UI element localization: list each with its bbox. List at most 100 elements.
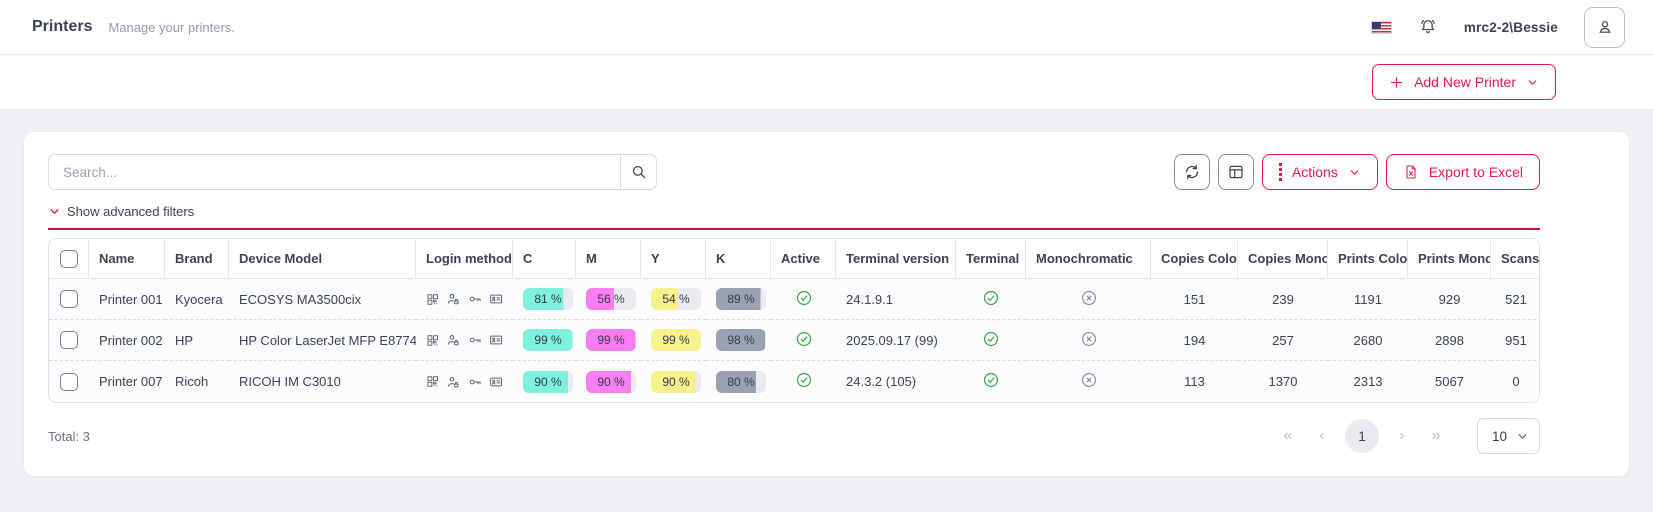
toner-level-badge-k: 89 % bbox=[716, 288, 766, 310]
first-page-button[interactable]: « bbox=[1283, 427, 1293, 444]
toner-level-badge-k: 80 % bbox=[716, 370, 766, 393]
language-flag-icon[interactable] bbox=[1370, 20, 1392, 34]
cell-active bbox=[771, 361, 836, 402]
qr-code-icon bbox=[427, 376, 438, 387]
show-advanced-filters-label: Show advanced filters bbox=[67, 204, 195, 219]
chevron-down-icon bbox=[1350, 169, 1359, 175]
show-advanced-filters-toggle[interactable]: Show advanced filters bbox=[48, 204, 194, 219]
cell-check bbox=[49, 279, 89, 320]
table-row[interactable]: Printer 001 Kyocera ECOSYS MA3500cix 81 % 56… bbox=[49, 279, 1539, 320]
table-row[interactable]: Printer 007 Ricoh RICOH IM C3010 90 % 90 % 90… bbox=[49, 361, 1539, 402]
terminal-check-icon bbox=[982, 371, 1000, 389]
qr-code-icon bbox=[427, 293, 438, 305]
column-header-prints_mono: Prints Mono bbox=[1408, 239, 1491, 279]
cell-model: ECOSYS MA3500cix bbox=[229, 279, 416, 320]
refresh-icon bbox=[1185, 164, 1198, 180]
column-header-prints_color: Prints Color bbox=[1328, 239, 1408, 279]
add-new-printer-button[interactable]: Add New Printer bbox=[1372, 64, 1556, 100]
cell-check bbox=[49, 361, 89, 402]
row-checkbox[interactable] bbox=[60, 372, 78, 391]
toner-level-badge-m: 90 % bbox=[586, 370, 636, 393]
id-card-icon bbox=[489, 377, 502, 386]
current-username: mrc2-2\Bessie bbox=[1463, 19, 1558, 35]
notifications-bell-icon[interactable] bbox=[1418, 17, 1438, 37]
page-size-value: 10 bbox=[1492, 428, 1508, 444]
flag-canton bbox=[1371, 21, 1381, 29]
cell-c: 99 % bbox=[513, 320, 576, 361]
pagination: « ‹ 1 › » 10 bbox=[1273, 418, 1540, 454]
cell-copies_color: 194 bbox=[1151, 320, 1238, 361]
cell-prints_mono: 5067 bbox=[1408, 361, 1491, 402]
columns-layout-icon bbox=[1229, 165, 1243, 179]
cell-prints_mono: 2898 bbox=[1408, 320, 1491, 361]
actions-button[interactable]: Actions bbox=[1261, 154, 1378, 190]
plus-icon bbox=[1391, 76, 1403, 88]
cell-brand: Kyocera bbox=[165, 279, 229, 320]
table-row[interactable]: Printer 002 HP HP Color LaserJet MFP E8774… bbox=[49, 320, 1539, 361]
active-check-icon bbox=[795, 371, 813, 389]
login-methods-icons bbox=[426, 331, 503, 349]
toner-level-badge-c: 81 % bbox=[523, 288, 573, 310]
search-button[interactable] bbox=[620, 154, 657, 190]
column-header-name: Name bbox=[89, 239, 165, 279]
cell-scans: 0 bbox=[1491, 361, 1539, 402]
columns-button[interactable] bbox=[1217, 154, 1254, 190]
search-input[interactable] bbox=[48, 154, 620, 190]
toner-level-badge-m: 99 % bbox=[586, 329, 636, 351]
column-header-m: M bbox=[576, 239, 641, 279]
export-excel-button[interactable]: Export to Excel bbox=[1385, 154, 1540, 190]
column-header-y: Y bbox=[641, 239, 706, 279]
export-excel-label: Export to Excel bbox=[1428, 164, 1523, 180]
add-new-printer-label: Add New Printer bbox=[1414, 74, 1516, 90]
select-all-header[interactable] bbox=[49, 239, 89, 279]
cell-terminal bbox=[956, 320, 1026, 361]
terminal-check-icon bbox=[982, 330, 1000, 348]
cell-login_methods bbox=[416, 320, 513, 361]
row-checkbox[interactable] bbox=[60, 331, 78, 349]
cell-m: 90 % bbox=[576, 361, 641, 402]
user-menu-button[interactable] bbox=[1584, 6, 1625, 48]
cell-m: 56 % bbox=[576, 279, 641, 320]
last-page-button[interactable]: » bbox=[1431, 427, 1441, 444]
select-all-checkbox[interactable] bbox=[59, 249, 78, 268]
cell-monochromatic bbox=[1026, 279, 1151, 320]
table-controls-row: Actions Export to Excel bbox=[48, 154, 1540, 190]
login-methods-icons bbox=[426, 373, 503, 391]
table-header: Name Brand Device Model Login methods C M Y K Ac… bbox=[49, 239, 1539, 279]
key-icon bbox=[469, 296, 481, 302]
user-lock-icon bbox=[448, 335, 460, 346]
cell-c: 81 % bbox=[513, 279, 576, 320]
cell-check bbox=[49, 320, 89, 361]
column-header-terminal: Terminal bbox=[956, 239, 1026, 279]
terminal-check-icon bbox=[982, 289, 1000, 307]
column-header-k: K bbox=[706, 239, 771, 279]
user-lock-icon bbox=[448, 294, 460, 305]
chevron-down-icon bbox=[50, 209, 59, 214]
column-header-copies_mono: Copies Mono bbox=[1238, 239, 1328, 279]
refresh-button[interactable] bbox=[1173, 154, 1210, 190]
cell-login_methods bbox=[416, 361, 513, 402]
cell-k: 98 % bbox=[706, 320, 771, 361]
page-size-select[interactable]: 10 bbox=[1477, 418, 1540, 454]
prev-page-button[interactable]: ‹ bbox=[1319, 427, 1325, 444]
cell-monochromatic bbox=[1026, 320, 1151, 361]
current-page-button[interactable]: 1 bbox=[1345, 419, 1379, 453]
person-icon bbox=[1598, 20, 1611, 33]
chevron-down-icon bbox=[1528, 79, 1537, 85]
column-header-monochromatic: Monochromatic bbox=[1026, 239, 1151, 279]
kebab-dots-icon bbox=[1278, 163, 1282, 181]
cell-terminal bbox=[956, 279, 1026, 320]
cell-prints_mono: 929 bbox=[1408, 279, 1491, 320]
active-check-icon bbox=[795, 330, 813, 348]
row-checkbox[interactable] bbox=[60, 290, 78, 308]
toner-level-badge-y: 99 % bbox=[651, 329, 701, 351]
cell-monochromatic bbox=[1026, 361, 1151, 402]
next-page-button[interactable]: › bbox=[1399, 427, 1405, 444]
cell-y: 99 % bbox=[641, 320, 706, 361]
cell-k: 89 % bbox=[706, 279, 771, 320]
login-methods-icons bbox=[426, 290, 503, 308]
toner-level-badge-c: 99 % bbox=[523, 329, 573, 351]
table-footer: Total: 3 « ‹ 1 › » 10 bbox=[48, 418, 1540, 454]
key-icon bbox=[469, 379, 481, 384]
page-title: Printers bbox=[32, 18, 93, 35]
